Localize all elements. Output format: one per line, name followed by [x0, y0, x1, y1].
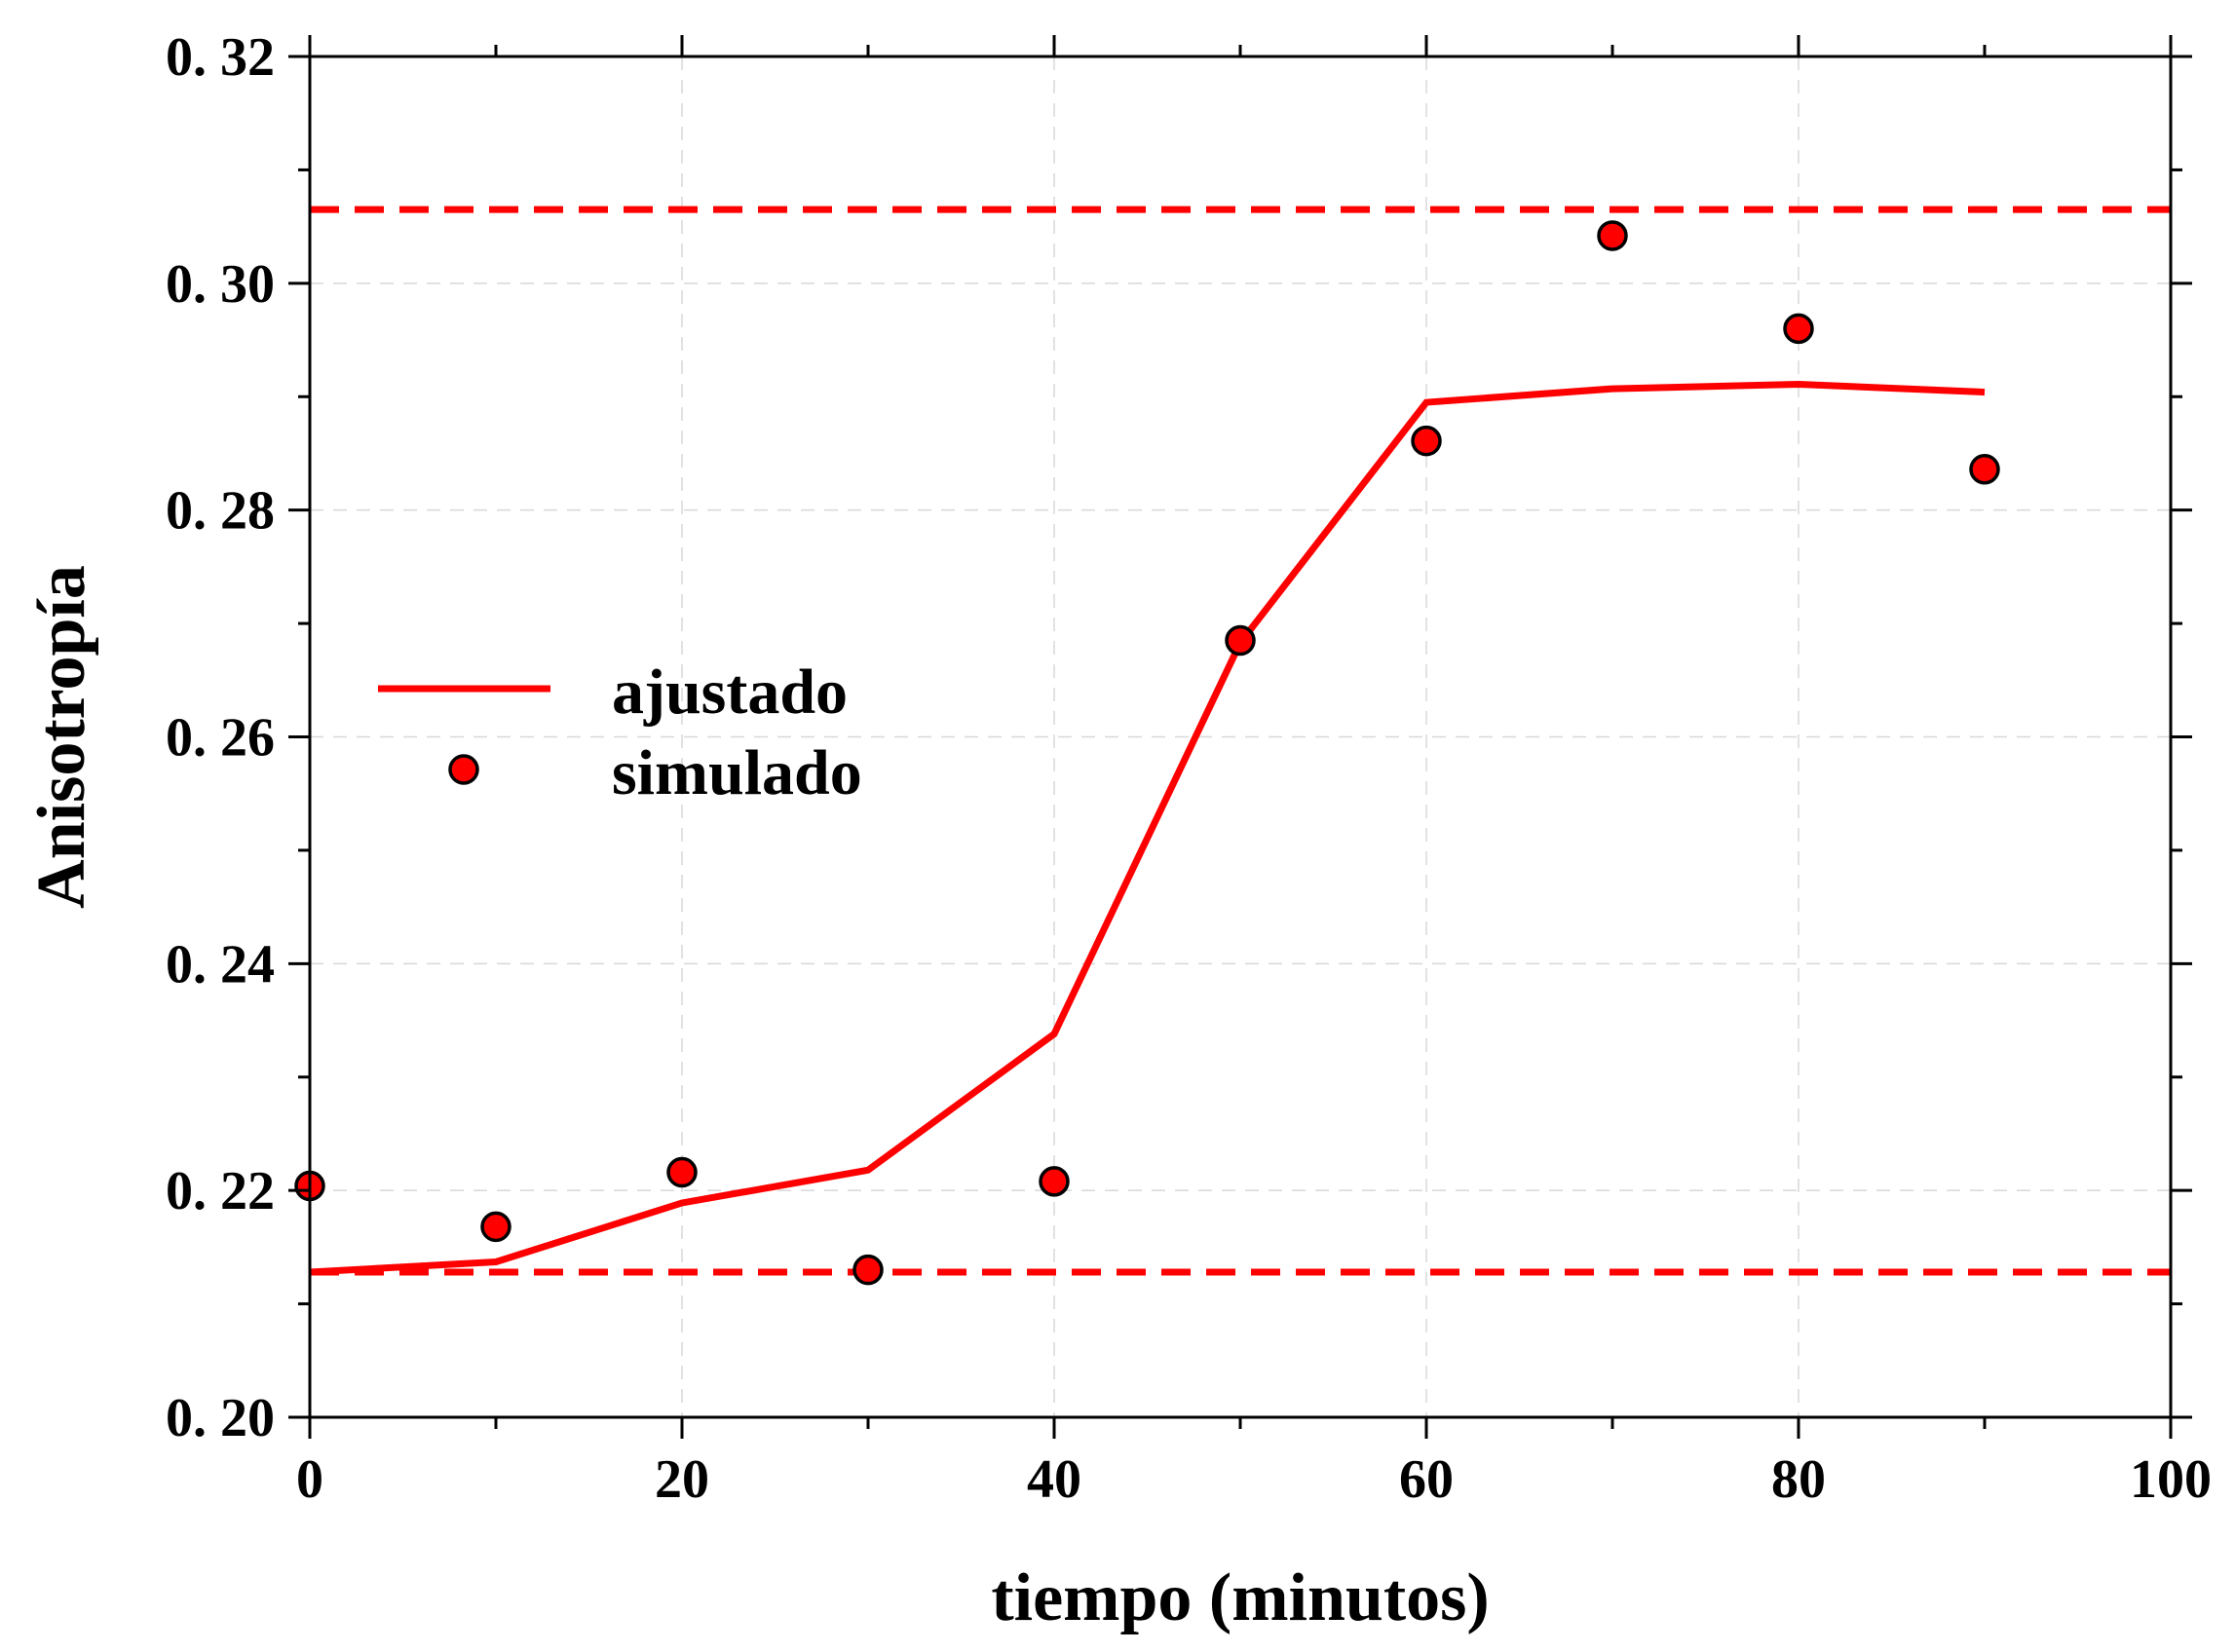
- x-axis-title: tiempo (minutos): [991, 1560, 1489, 1635]
- reference-lines: [310, 206, 2171, 1276]
- y-tick-label: 0. 26: [166, 708, 275, 769]
- y-tick-label: 0. 30: [166, 254, 275, 315]
- x-tick-label: 80: [1771, 1449, 1826, 1510]
- scatter-point: [852, 1254, 884, 1286]
- x-tick-label: 20: [655, 1449, 709, 1510]
- fit-line-ajustado: [309, 380, 1986, 1276]
- legend-label-ajustado: ajustado: [612, 657, 848, 728]
- x-tick-label: 0: [296, 1449, 323, 1510]
- scatter-point: [1969, 454, 2000, 485]
- legend-marker-swatch: [448, 754, 479, 785]
- scatter-points-layer: [294, 220, 2000, 1286]
- x-tick-label: 40: [1027, 1449, 1081, 1510]
- y-axis-title: Anisotropía: [24, 565, 99, 909]
- scatter-point: [480, 1211, 511, 1243]
- y-tick-label: 0. 32: [166, 27, 275, 88]
- y-tick-label: 0. 24: [166, 934, 275, 995]
- scatter-point: [666, 1156, 698, 1188]
- fit-line-layer: [309, 380, 1986, 1276]
- x-tick-labels: 0 20 40 60 80 100: [296, 1449, 2212, 1510]
- scatter-point: [1411, 425, 1442, 457]
- scatter-point: [1597, 220, 1628, 251]
- x-tick-label: 60: [1399, 1449, 1454, 1510]
- grid: [310, 56, 2171, 1417]
- legend-label-simulado: simulado: [612, 737, 862, 808]
- x-tick-label: 100: [2130, 1449, 2212, 1510]
- plot-frame: [308, 55, 2173, 1419]
- scatter-point: [1039, 1166, 1070, 1197]
- axis-ticks: [288, 35, 2192, 1439]
- y-tick-label: 0. 28: [166, 481, 275, 542]
- y-tick-label: 0. 20: [166, 1388, 275, 1448]
- y-tick-labels: 0. 20 0. 22 0. 24 0. 26 0. 28 0. 30 0. 32: [166, 27, 275, 1448]
- scatter-point: [1225, 624, 1256, 657]
- y-tick-label: 0. 22: [166, 1161, 275, 1221]
- legend: ajustado simulado: [378, 657, 862, 808]
- scatter-point: [1783, 313, 1814, 345]
